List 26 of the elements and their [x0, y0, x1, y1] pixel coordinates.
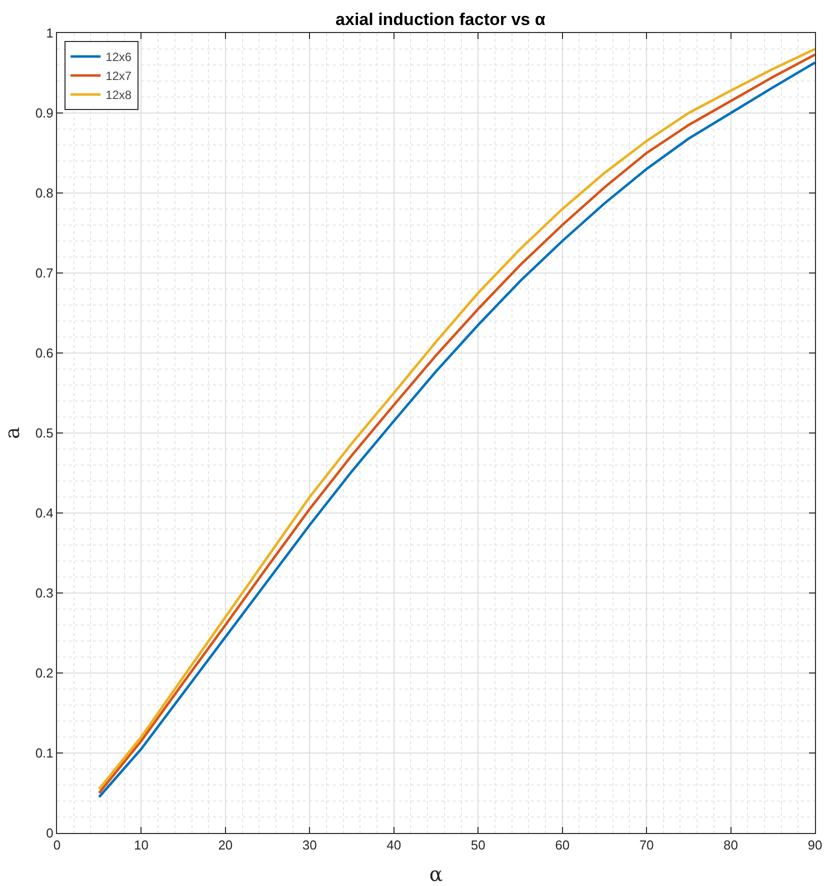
x-tick-label: 70: [639, 838, 654, 853]
x-tick-label: 10: [134, 838, 148, 853]
x-tick-label: 50: [470, 838, 486, 853]
y-tick-label: 0.7: [35, 266, 54, 281]
y-tick-label: 0.9: [35, 106, 54, 121]
legend-label: 12x8: [106, 88, 132, 102]
x-tick-label: 60: [555, 838, 570, 853]
y-tick-label: 0.1: [35, 746, 54, 761]
y-tick-label: 0.5: [35, 426, 54, 441]
y-tick-label: 0: [46, 826, 54, 841]
x-tick-label: 20: [218, 838, 233, 853]
y-tick-label: 0.6: [35, 346, 54, 361]
y-tick-label: 1: [46, 26, 54, 41]
x-tick-label: 90: [808, 838, 822, 853]
y-axis-title: a: [0, 426, 24, 439]
x-tick-label: 40: [386, 838, 402, 853]
x-tick-label: 80: [724, 838, 738, 853]
y-tick-label: 0.2: [35, 666, 54, 681]
legend-label: 12x6: [106, 50, 132, 64]
x-axis-title: α: [429, 862, 443, 886]
chart-title: axial induction factor vs α: [336, 10, 546, 30]
legend-label: 12x7: [106, 69, 132, 84]
y-tick-label: 0.8: [35, 186, 54, 201]
x-tick-label: 30: [302, 838, 317, 853]
y-tick-label: 0.4: [35, 506, 54, 521]
y-tick-label: 0.3: [35, 586, 54, 601]
